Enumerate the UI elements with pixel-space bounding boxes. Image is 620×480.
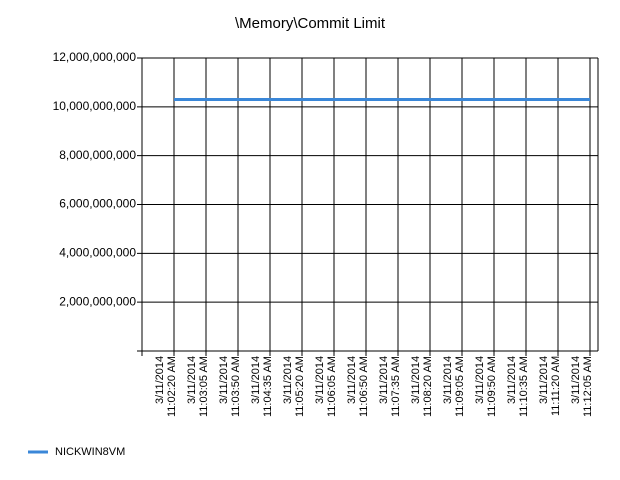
chart-title: \Memory\Commit Limit (235, 15, 386, 32)
x-tick-label: 3/11/2014 11:07:35 AM (378, 356, 402, 417)
x-tick-label: 3/11/2014 11:03:05 AM (186, 356, 210, 417)
y-tick-label: 12,000,000,000 (53, 50, 137, 64)
x-tick-label: 3/11/2014 11:02:20 AM (154, 356, 178, 417)
y-tick-label: 10,000,000,000 (53, 99, 137, 113)
x-tick-label: 3/11/2014 11:06:50 AM (346, 356, 370, 417)
x-tick-label: 3/11/2014 11:06:05 AM (314, 356, 338, 417)
legend-label: NICKWIN8VM (55, 446, 125, 458)
x-tick-label: 3/11/2014 11:09:50 AM (474, 356, 498, 417)
y-tick-label: 6,000,000,000 (59, 197, 136, 211)
x-tick-label: 3/11/2014 11:10:35 AM (506, 356, 530, 417)
x-tick-label: 3/11/2014 11:04:35 AM (250, 356, 274, 417)
y-tick-label: 4,000,000,000 (59, 246, 136, 260)
x-tick-label: 3/11/2014 11:12:05 AM (570, 356, 594, 417)
x-tick-label: 3/11/2014 11:11:20 AM (538, 356, 562, 417)
y-tick-label: 2,000,000,000 (59, 294, 136, 308)
x-tick-label: 3/11/2014 11:08:20 AM (410, 356, 434, 417)
x-tick-label: 3/11/2014 11:05:20 AM (282, 356, 306, 417)
x-tick-label: 3/11/2014 11:03:50 AM (218, 356, 242, 417)
y-tick-label: 8,000,000,000 (59, 148, 136, 162)
x-tick-label: 3/11/2014 11:09:05 AM (442, 356, 466, 417)
